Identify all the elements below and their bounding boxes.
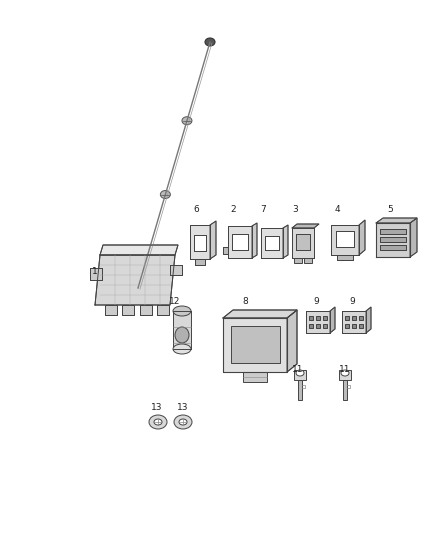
Polygon shape xyxy=(376,223,410,257)
Polygon shape xyxy=(195,259,205,265)
Ellipse shape xyxy=(173,344,191,354)
Polygon shape xyxy=(283,225,288,258)
Bar xyxy=(294,370,306,380)
Text: 6: 6 xyxy=(193,206,199,214)
Bar xyxy=(173,311,191,349)
Polygon shape xyxy=(337,255,353,260)
Polygon shape xyxy=(345,324,349,328)
Polygon shape xyxy=(232,234,248,250)
Text: 3: 3 xyxy=(292,206,298,214)
Polygon shape xyxy=(140,305,152,315)
Text: 1: 1 xyxy=(92,268,98,277)
Text: 4: 4 xyxy=(334,206,340,214)
Text: 2: 2 xyxy=(230,206,236,214)
Text: 12: 12 xyxy=(170,297,181,306)
Text: 9: 9 xyxy=(313,297,319,306)
Polygon shape xyxy=(170,265,182,275)
Polygon shape xyxy=(306,311,330,333)
Polygon shape xyxy=(95,255,175,305)
Ellipse shape xyxy=(296,370,304,376)
Polygon shape xyxy=(380,245,406,250)
Polygon shape xyxy=(316,324,320,328)
Ellipse shape xyxy=(341,370,349,376)
Polygon shape xyxy=(342,311,366,333)
Polygon shape xyxy=(410,218,417,257)
Polygon shape xyxy=(190,225,210,259)
Bar xyxy=(243,372,267,382)
Ellipse shape xyxy=(205,38,215,46)
Polygon shape xyxy=(296,234,310,250)
Text: 13: 13 xyxy=(151,403,163,413)
Text: 11: 11 xyxy=(292,366,304,375)
Polygon shape xyxy=(359,220,365,255)
Ellipse shape xyxy=(149,415,167,429)
Polygon shape xyxy=(292,228,314,258)
Text: 9: 9 xyxy=(349,297,355,306)
Polygon shape xyxy=(380,237,406,242)
Polygon shape xyxy=(336,231,354,247)
Polygon shape xyxy=(223,247,228,254)
Polygon shape xyxy=(122,305,134,315)
Bar xyxy=(231,326,280,363)
Polygon shape xyxy=(292,224,319,228)
Ellipse shape xyxy=(174,415,192,429)
Polygon shape xyxy=(210,221,216,259)
Ellipse shape xyxy=(154,419,162,425)
Polygon shape xyxy=(352,324,356,328)
Polygon shape xyxy=(330,307,335,333)
Polygon shape xyxy=(287,310,297,372)
Ellipse shape xyxy=(160,190,170,198)
Polygon shape xyxy=(316,316,320,320)
Polygon shape xyxy=(345,316,349,320)
Polygon shape xyxy=(304,258,312,263)
Polygon shape xyxy=(380,229,406,234)
Polygon shape xyxy=(323,316,327,320)
Polygon shape xyxy=(359,324,363,328)
Text: 5: 5 xyxy=(387,206,393,214)
Ellipse shape xyxy=(175,327,189,343)
Text: 13: 13 xyxy=(177,403,189,413)
Polygon shape xyxy=(105,305,117,315)
Bar xyxy=(343,380,347,400)
Polygon shape xyxy=(309,324,313,328)
Polygon shape xyxy=(157,305,169,315)
Polygon shape xyxy=(228,226,252,258)
Polygon shape xyxy=(366,307,371,333)
Polygon shape xyxy=(265,236,279,250)
Polygon shape xyxy=(194,235,206,251)
Ellipse shape xyxy=(173,306,191,316)
Polygon shape xyxy=(376,218,417,223)
Text: 8: 8 xyxy=(242,297,248,306)
Ellipse shape xyxy=(179,419,187,425)
Bar xyxy=(298,380,302,400)
Text: 11: 11 xyxy=(339,366,351,375)
Polygon shape xyxy=(223,310,297,318)
Text: 7: 7 xyxy=(260,206,266,214)
Polygon shape xyxy=(100,245,178,255)
Polygon shape xyxy=(261,228,283,258)
Polygon shape xyxy=(90,268,102,280)
Polygon shape xyxy=(352,316,356,320)
Ellipse shape xyxy=(182,117,192,125)
Polygon shape xyxy=(309,316,313,320)
Polygon shape xyxy=(252,223,257,258)
Polygon shape xyxy=(294,258,302,263)
Polygon shape xyxy=(331,225,359,255)
Bar xyxy=(339,370,351,380)
Polygon shape xyxy=(359,316,363,320)
Polygon shape xyxy=(323,324,327,328)
Polygon shape xyxy=(223,318,287,372)
